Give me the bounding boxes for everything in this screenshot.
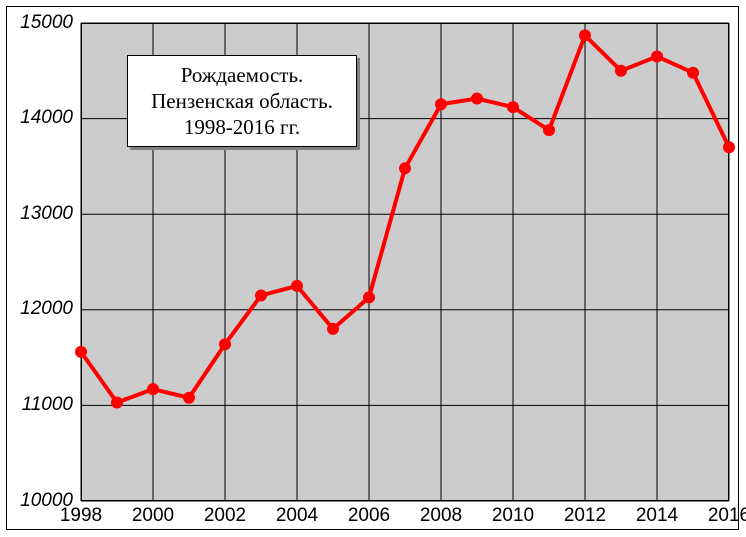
y-tick-label: 12000 <box>20 298 73 320</box>
chart-frame: Рождаемость. Пензенская область. 1998-20… <box>6 6 739 530</box>
x-tick-label: 2014 <box>635 505 679 527</box>
chart-title-box: Рождаемость. Пензенская область. 1998-20… <box>127 55 357 147</box>
x-tick-label: 2012 <box>563 505 607 527</box>
y-tick-label: 15000 <box>20 12 73 34</box>
x-tick-label: 2008 <box>419 505 463 527</box>
x-tick-label: 2002 <box>203 505 247 527</box>
x-tick-label: 2010 <box>491 505 535 527</box>
y-tick-label: 11000 <box>22 394 73 416</box>
y-tick-label: 14000 <box>20 107 73 129</box>
x-tick-label: 2004 <box>275 505 319 527</box>
x-tick-label: 2000 <box>131 505 175 527</box>
title-line-2: Пензенская область. <box>138 88 346 114</box>
y-tick-label: 13000 <box>20 203 73 225</box>
title-line-3: 1998-2016 гг. <box>138 114 346 140</box>
x-tick-label: 2016 <box>707 505 746 527</box>
x-tick-label: 1998 <box>59 505 103 527</box>
title-line-1: Рождаемость. <box>138 62 346 88</box>
x-tick-label: 2006 <box>347 505 391 527</box>
